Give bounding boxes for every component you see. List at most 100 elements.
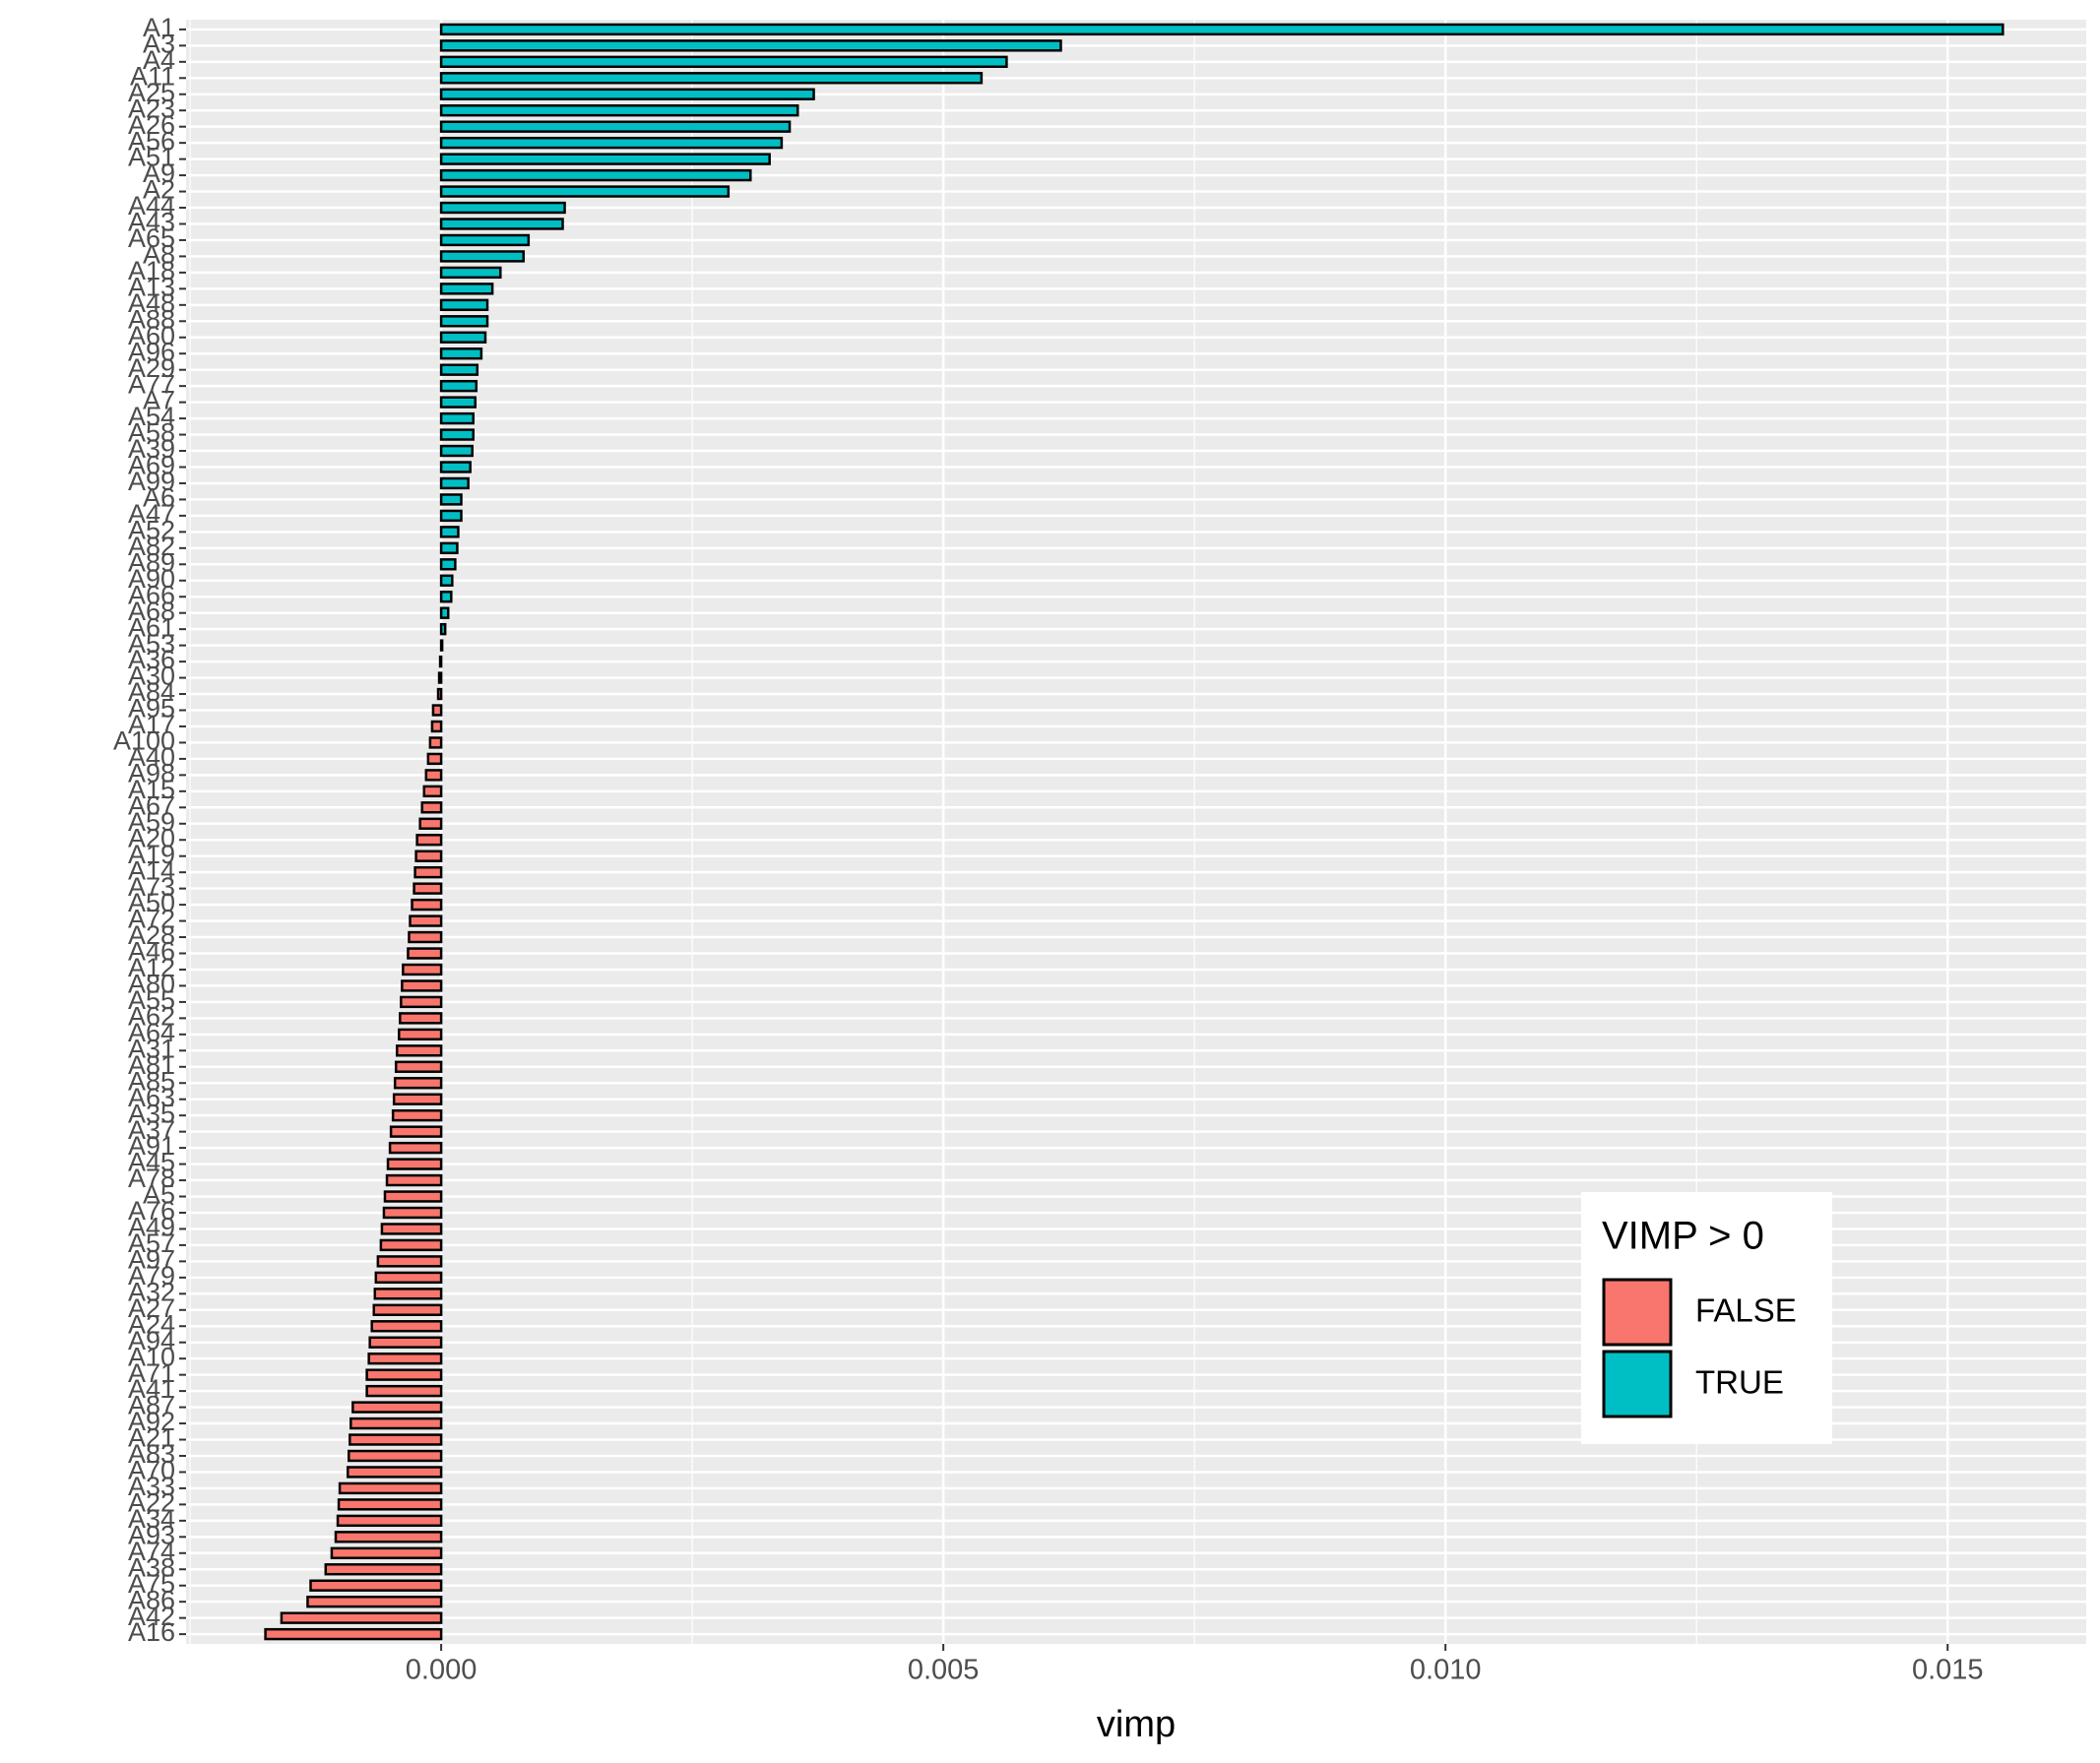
- bar: [439, 363, 479, 376]
- bar: [439, 218, 564, 230]
- bar: [309, 1579, 443, 1592]
- bar: [399, 1012, 443, 1025]
- bar: [408, 930, 443, 944]
- y-tick-label: A76: [128, 1196, 175, 1226]
- y-tick-label: A21: [128, 1423, 175, 1453]
- y-tick-label: A53: [128, 629, 175, 659]
- y-tick-label: A23: [128, 94, 175, 123]
- y-tick-label: A89: [128, 547, 175, 577]
- y-tick-label: A8: [143, 240, 175, 270]
- y-tick-label: A100: [113, 726, 175, 756]
- bar: [439, 347, 483, 360]
- y-tick-label: A77: [128, 369, 175, 399]
- bar: [428, 736, 443, 749]
- bar: [409, 914, 443, 927]
- y-tick-label: A62: [128, 1001, 175, 1031]
- bar: [385, 1173, 443, 1187]
- bar: [439, 233, 531, 247]
- bar: [439, 509, 463, 523]
- bar: [334, 1531, 443, 1543]
- legend-title: VIMP > 0: [1602, 1215, 1764, 1258]
- bar: [372, 1303, 443, 1316]
- bar: [373, 1288, 443, 1300]
- y-tick-label: A98: [128, 758, 175, 787]
- y-tick-label: A37: [128, 1115, 175, 1145]
- y-tick-label: A70: [128, 1456, 175, 1485]
- y-tick-label: A25: [128, 78, 175, 107]
- y-tick-label: A55: [128, 985, 175, 1015]
- bar: [439, 315, 489, 328]
- bar: [400, 995, 443, 1009]
- y-tick-label: A73: [128, 872, 175, 902]
- y-tick-label: A66: [128, 580, 175, 609]
- y-tick-label: A75: [128, 1569, 175, 1599]
- bar: [383, 1190, 443, 1203]
- bar: [439, 266, 502, 280]
- bar: [365, 1384, 443, 1398]
- y-tick-label: A6: [143, 483, 175, 513]
- bar: [380, 1223, 443, 1235]
- y-tick-label: A74: [128, 1537, 175, 1566]
- bar: [407, 947, 443, 960]
- bar: [430, 720, 443, 733]
- y-tick-label: A18: [128, 256, 175, 285]
- y-tick-label: A86: [128, 1585, 175, 1614]
- y-tick-label: A68: [128, 597, 175, 626]
- y-tick-label: A69: [128, 451, 175, 480]
- bar: [386, 1158, 443, 1170]
- y-tick-label: A59: [128, 807, 175, 837]
- bar: [351, 1401, 443, 1414]
- bar: [422, 785, 443, 798]
- y-tick-label: A65: [128, 223, 175, 253]
- y-tick-label: A78: [128, 1164, 175, 1193]
- bar: [348, 1449, 443, 1463]
- bar: [418, 817, 443, 830]
- bar: [368, 1336, 443, 1349]
- bar: [439, 396, 477, 409]
- y-tick-label: A52: [128, 515, 175, 544]
- y-tick-label: A95: [128, 694, 175, 724]
- bar: [392, 1093, 443, 1105]
- y-tick-label: A91: [128, 1131, 175, 1161]
- bar: [367, 1352, 443, 1365]
- legend-label: TRUE: [1695, 1364, 1784, 1401]
- y-tick-label: A10: [128, 1342, 175, 1371]
- bar: [439, 72, 984, 85]
- y-tick-label: A87: [128, 1391, 175, 1420]
- y-tick-label: A58: [128, 418, 175, 448]
- bar: [439, 23, 2005, 36]
- y-tick-label: A45: [128, 1148, 175, 1177]
- bar: [376, 1255, 443, 1268]
- y-tick-label: A79: [128, 1261, 175, 1291]
- y-tick-label: A28: [128, 920, 175, 950]
- y-tick-label: A97: [128, 1245, 175, 1275]
- bar: [439, 379, 478, 393]
- bar: [411, 898, 443, 912]
- x-tick-label: 0.005: [908, 1655, 980, 1686]
- y-tick-label: A39: [128, 434, 175, 464]
- y-tick-label: A11: [130, 61, 175, 91]
- bar: [426, 752, 443, 766]
- y-tick-label: A13: [128, 272, 175, 301]
- bar: [414, 850, 443, 862]
- bar: [439, 283, 494, 295]
- y-tick-label: A67: [128, 790, 175, 820]
- y-tick-label: A33: [128, 1472, 175, 1501]
- bar: [439, 411, 475, 425]
- y-tick-label: A46: [128, 937, 175, 967]
- x-axis-title: vimp: [1097, 1704, 1176, 1745]
- bar: [437, 671, 443, 684]
- y-tick-label: A51: [128, 143, 175, 172]
- bar: [393, 1077, 443, 1090]
- y-tick-label: A16: [128, 1617, 175, 1647]
- y-tick-label: A42: [128, 1602, 175, 1631]
- y-tick-label: A19: [128, 840, 175, 869]
- bar: [439, 428, 475, 441]
- y-tick-label: A17: [128, 710, 175, 739]
- bar: [439, 558, 457, 571]
- bar: [382, 1206, 443, 1220]
- y-tick-label: A26: [128, 110, 175, 140]
- bar: [346, 1466, 443, 1479]
- bar: [370, 1320, 443, 1333]
- y-tick-label: A72: [128, 905, 175, 934]
